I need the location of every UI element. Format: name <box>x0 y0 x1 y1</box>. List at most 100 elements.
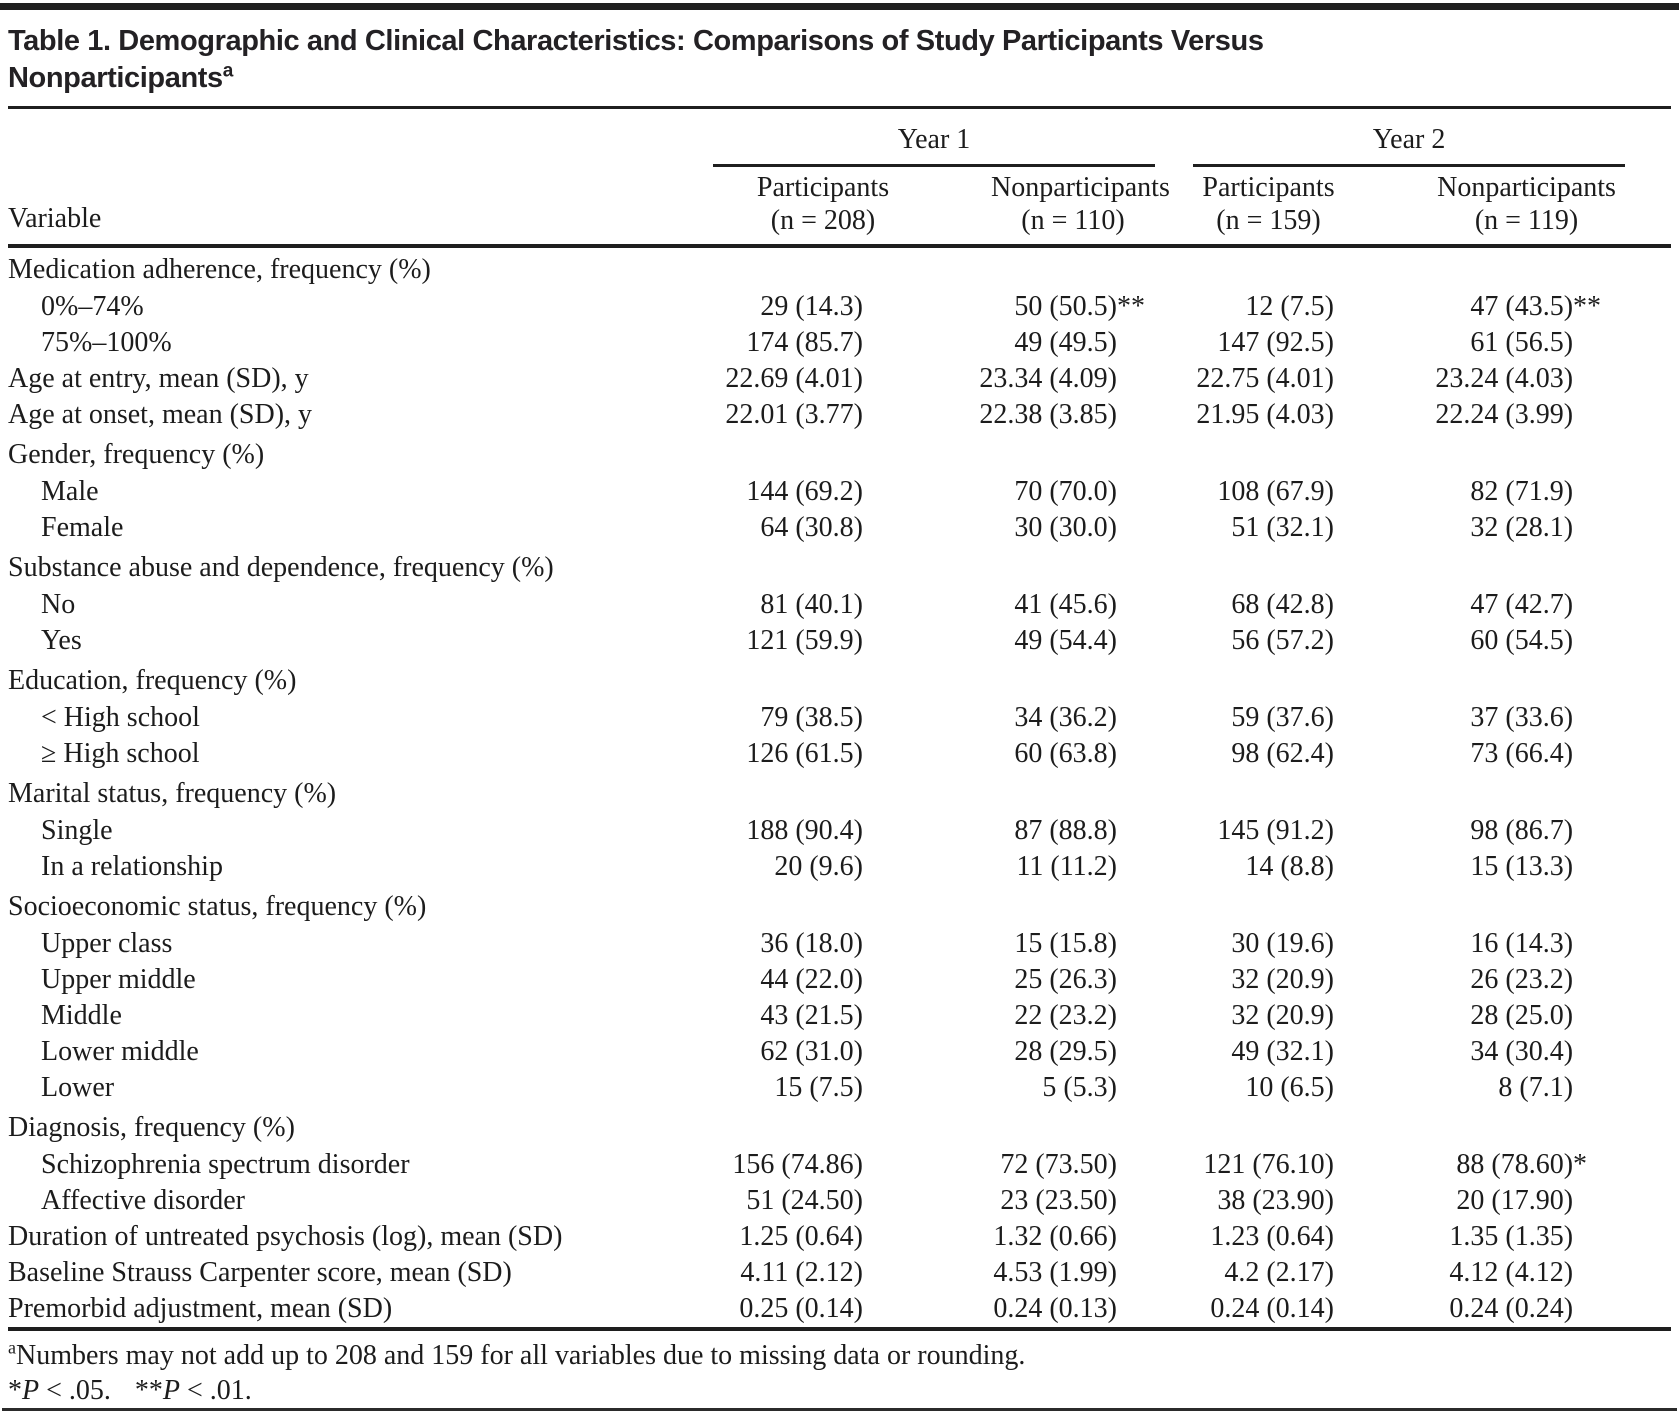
row-label: Marital status, frequency (%) <box>8 778 337 809</box>
cell-value: 22.01 (3.77) <box>725 399 863 430</box>
demographics-table: Year 1 Year 2 Variable Participants (n =… <box>8 111 1672 1331</box>
row-label: In a relationship <box>41 851 223 882</box>
table-row: Schizophrenia spectrum disorder 156 (74.8… <box>8 1147 1671 1183</box>
cell-value: 0.24 (0.14) <box>1210 1293 1335 1324</box>
table-title-text: Table 1. Demographic and Clinical Charac… <box>8 25 1264 94</box>
column-header-n: (n = 159) <box>1216 205 1321 236</box>
cell-value: 22.24 (3.99) <box>1435 399 1574 430</box>
cell-value: 10 (6.5) <box>1245 1072 1335 1103</box>
cell-value: 49 (54.4) <box>1014 625 1118 656</box>
cell-value: 1.32 (0.66) <box>993 1221 1118 1252</box>
cell-value: 4.12 (4.12) <box>1449 1257 1574 1288</box>
group-header-spacer <box>8 111 655 167</box>
cell-value: 121 (76.10) <box>1203 1149 1335 1180</box>
cell-value: 8 (7.1) <box>1498 1072 1574 1103</box>
table-row: Upper middle 44 (22.0) 25 (26.3) 32 (20.9) 2… <box>8 962 1671 998</box>
footnotes: aNumbers may not add up to 208 and 159 f… <box>8 1338 1671 1408</box>
cell-value: 108 (67.9) <box>1217 476 1335 507</box>
column-header-label: Nonparticipants <box>1437 172 1616 203</box>
table-row: Lower middle 62 (31.0) 28 (29.5) 49 (32.1) 3… <box>8 1034 1671 1070</box>
cell-value: 21.95 (4.03) <box>1196 399 1335 430</box>
column-header-n: (n = 110) <box>1021 205 1125 236</box>
title-rule <box>8 106 1671 109</box>
column-header-row: Variable Participants (n = 208) Nonparti… <box>8 167 1672 248</box>
group-header-year2: Year 2 <box>1155 111 1671 167</box>
column-header-variable: Variable <box>8 167 655 248</box>
row-label: Upper middle <box>41 964 196 995</box>
cell-value: 5 (5.3) <box>1042 1072 1118 1103</box>
cell-value: 81 (40.1) <box>760 589 863 620</box>
row-label: Age at onset, mean (SD), y <box>8 399 313 430</box>
p-symbol: P <box>162 1375 181 1406</box>
cell-value: 28 (29.5) <box>1014 1036 1118 1067</box>
cell-value: 44 (22.0) <box>760 964 863 995</box>
cell-number: 88 (78.60) <box>1456 1149 1574 1180</box>
cell-value: 23.34 (4.09) <box>979 363 1118 394</box>
table-row: Age at onset, mean (SD), y 22.01 (3.77) 22… <box>8 397 1671 433</box>
column-header-label: Participants <box>1202 172 1335 203</box>
group-header-year1-rule <box>713 164 1156 167</box>
column-header-participants-y1: Participants (n = 208) <box>655 167 935 248</box>
cell-value: 72 (73.50) <box>1000 1149 1118 1180</box>
row-label: Affective disorder <box>41 1185 245 1216</box>
row-label: 75%–100% <box>41 327 172 358</box>
significance-item: *P < .05. <box>8 1375 111 1406</box>
cell-value: 126 (61.5) <box>746 738 863 769</box>
cell-value: 41 (45.6) <box>1014 589 1118 620</box>
cell-value: 23.24 (4.03) <box>1435 363 1574 394</box>
table-title-footnote-marker: a <box>222 60 234 82</box>
cell-value: 51 (24.50) <box>746 1185 863 1216</box>
row-label: Substance abuse and dependence, frequenc… <box>8 552 554 583</box>
cell-value: 22 (23.2) <box>1014 1000 1118 1031</box>
cell-value: 61 (56.5) <box>1470 327 1574 358</box>
bottom-rule <box>2 1408 1677 1411</box>
cell-value: 188 (90.4) <box>746 815 863 846</box>
column-header-label: Nonparticipants <box>991 172 1170 203</box>
cell-value: 28 (25.0) <box>1470 1000 1574 1031</box>
cell-value: 79 (38.5) <box>760 702 863 733</box>
table-row: Baseline Strauss Carpenter score, mean (… <box>8 1255 1671 1291</box>
cell-value: 47 (43.5)** <box>1470 291 1602 322</box>
cell-value: 60 (54.5) <box>1470 625 1574 656</box>
section-row: Gender, frequency (%) <box>8 433 1671 474</box>
cell-value: 121 (59.9) <box>746 625 863 656</box>
cell-value: 36 (18.0) <box>760 928 863 959</box>
cell-value: 15 (13.3) <box>1470 851 1574 882</box>
footnote-a-marker: a <box>8 1337 16 1358</box>
row-label: Duration of untreated psychosis (log), m… <box>8 1221 563 1252</box>
cell-value: 22.69 (4.01) <box>725 363 863 394</box>
table-row: Middle 43 (21.5) 22 (23.2) 32 (20.9) 28 (25.… <box>8 998 1671 1034</box>
cell-value: 1.25 (0.64) <box>739 1221 863 1252</box>
table-row: Affective disorder 51 (24.50) 23 (23.50) 38… <box>8 1183 1671 1219</box>
cell-number: 47 (43.5) <box>1470 291 1574 322</box>
row-label: < High school <box>41 702 200 733</box>
cell-value: 38 (23.90) <box>1217 1185 1335 1216</box>
row-label: Upper class <box>41 928 173 959</box>
cell-value: 1.23 (0.64) <box>1210 1221 1335 1252</box>
cell-value: 49 (49.5) <box>1014 327 1118 358</box>
footnote-a: aNumbers may not add up to 208 and 159 f… <box>8 1338 1671 1373</box>
row-label: Premorbid adjustment, mean (SD) <box>8 1293 393 1324</box>
cell-value: 30 (19.6) <box>1231 928 1335 959</box>
row-label: Lower middle <box>41 1036 199 1067</box>
cell-value: 49 (32.1) <box>1231 1036 1335 1067</box>
table-row: 75%–100% 174 (85.7) 49 (49.5) 147 (92.5) 61 … <box>8 325 1671 361</box>
row-label: Schizophrenia spectrum disorder <box>41 1149 410 1180</box>
cell-value: 50 (50.5)** <box>1014 291 1146 322</box>
row-label: Diagnosis, frequency (%) <box>8 1112 295 1143</box>
cell-value: 147 (92.5) <box>1217 327 1335 358</box>
cell-value: 14 (8.8) <box>1245 851 1335 882</box>
p-symbol: P <box>22 1375 40 1406</box>
row-label: No <box>41 589 76 620</box>
table-row: 0%–74% 29 (14.3) 50 (50.5)** 12 (7.5) 47 (43… <box>8 289 1671 325</box>
section-row: Education, frequency (%) <box>8 659 1671 700</box>
section-row: Marital status, frequency (%) <box>8 772 1671 813</box>
cell-value: 98 (86.7) <box>1470 815 1574 846</box>
row-label: Middle <box>41 1000 122 1031</box>
cell-value: 11 (11.2) <box>1016 851 1118 882</box>
row-label: Lower <box>41 1072 115 1103</box>
table-title: Table 1. Demographic and Clinical Charac… <box>8 23 1353 97</box>
cell-value: 47 (42.7) <box>1470 589 1574 620</box>
cell-value: 64 (30.8) <box>760 512 863 543</box>
cell-value: 26 (23.2) <box>1470 964 1574 995</box>
